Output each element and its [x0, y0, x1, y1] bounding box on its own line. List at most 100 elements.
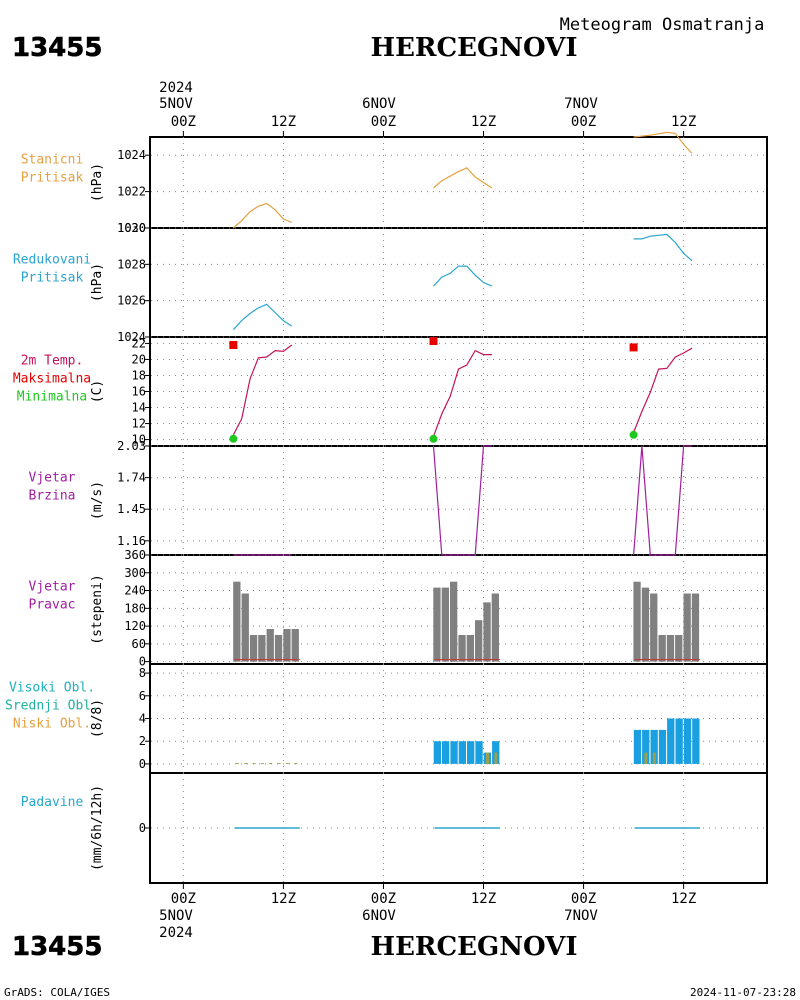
panel-unit: (hPa): [90, 263, 105, 302]
cloud-bar: [277, 763, 281, 764]
bottom-date-2: 6NOV: [362, 908, 396, 924]
bottom-tick-label: 00Z: [171, 891, 196, 907]
top-tick-label: 00Z: [371, 114, 396, 130]
cloud-bar: [244, 763, 248, 764]
y-tick-label: 1030: [117, 221, 146, 235]
top-time-ticks: 00Z 12Z 00Z 12Z 00Z 12Z: [171, 114, 696, 137]
wind-dir-bar: [458, 635, 466, 662]
footer-timestamp: 2024-11-07-23:28: [690, 986, 796, 999]
min-temp-marker: [429, 434, 438, 443]
cloud-bar: [650, 729, 658, 764]
series-line: [433, 265, 493, 287]
panel-label: Srednji Obl.: [5, 699, 99, 714]
wind-dir-bar: [274, 635, 283, 662]
panel-label: Padavine: [21, 795, 84, 810]
panel-label: Brzina: [29, 489, 76, 504]
y-tick-label: 1026: [117, 294, 146, 308]
y-tick-label: 2: [139, 734, 146, 748]
y-tick-label: 2.03: [117, 439, 146, 453]
panel-unit: (mm/6h/12h): [90, 785, 105, 871]
cloud-bar: [467, 741, 475, 764]
y-tick-label: 1024: [117, 148, 146, 162]
wind-dir-bar: [291, 629, 299, 662]
cloud-bar: [652, 752, 656, 764]
y-tick-label: 120: [124, 619, 146, 633]
y-tick-label: 10: [132, 433, 146, 447]
bottom-tick-label: 12Z: [471, 891, 496, 907]
y-tick-label: 16: [132, 385, 146, 399]
wind-dir-bar: [283, 629, 291, 662]
panel-reduced_pressure: 1024 1026 1028 1030 (hPa)Redukovani Pritisak: [13, 221, 767, 344]
y-tick-label: 4: [139, 712, 146, 726]
wind-dir-bar: [650, 593, 658, 662]
top-tick-label: 00Z: [171, 114, 196, 130]
cloud-bar: [692, 718, 700, 764]
wind-dir-bar: [441, 587, 449, 662]
cloud-bar: [450, 741, 458, 764]
top-tick-label: 00Z: [571, 114, 596, 130]
cloud-bar: [269, 763, 273, 764]
bottom-tick-label: 12Z: [671, 891, 696, 907]
wind-dir-bar: [258, 635, 266, 662]
wind-dir-bar: [675, 635, 683, 662]
top-date-3: 7NOV: [564, 96, 598, 112]
y-tick-label: 1028: [117, 257, 146, 271]
y-tick-label: 300: [124, 566, 146, 580]
panel-unit: (C): [90, 380, 105, 403]
y-tick-label: 1020: [117, 221, 146, 235]
cloud-bar: [433, 741, 441, 764]
wind-dir-bar: [241, 593, 249, 662]
panel-label: Niski Obl.: [13, 717, 91, 732]
wind-dir-bar: [233, 581, 241, 662]
bottom-tick-label: 00Z: [571, 891, 596, 907]
y-tick-label: 60: [132, 637, 146, 651]
y-tick-label: 1.45: [117, 502, 146, 516]
bottom-year: 2024: [159, 925, 193, 941]
panel-label: Visoki Obl.: [9, 681, 95, 696]
top-date-1: 5NOV: [159, 96, 193, 112]
y-tick-label: 18: [132, 368, 146, 382]
y-tick-label: 8: [139, 666, 146, 680]
panel-wind_direction: 0 60 120 180 240 300 360 (stepeni) Vjetar Pravac: [29, 548, 767, 669]
y-tick-label: 1022: [117, 185, 146, 199]
panel-label: 2m Temp.: [21, 354, 84, 369]
wind-dir-bar: [491, 593, 499, 662]
panel-unit: (hPa): [90, 163, 105, 202]
series-line: [633, 347, 693, 433]
series-line: [232, 303, 293, 331]
panels: 102010221024(hPa)StanicniPritisak1024102…: [5, 131, 767, 884]
cloud-bar: [235, 763, 239, 764]
bottom-tick-label: 12Z: [271, 891, 296, 907]
cloud-bar: [642, 729, 650, 764]
station-name-top: HERCEGNOVI: [371, 33, 578, 63]
panel-label: Pritisak: [21, 171, 84, 186]
panel-unit: (8/8): [90, 699, 105, 738]
top-tick-label: 12Z: [471, 114, 496, 130]
wind-dir-bar: [450, 581, 458, 662]
top-date-2: 6NOV: [362, 96, 396, 112]
wind-dir-bar: [658, 635, 666, 662]
y-tick-label: 1024: [117, 330, 146, 344]
wind-dir-bar: [483, 602, 491, 662]
panel-label: Pravac: [29, 598, 76, 613]
y-tick-label: 180: [124, 601, 146, 615]
series-line: [233, 202, 292, 229]
wind-dir-bar: [466, 635, 474, 662]
bottom-time-ticks: 00Z 12Z 00Z 12Z 00Z 12Z: [171, 883, 696, 907]
y-tick-label: 240: [124, 584, 146, 598]
cloud-bar: [260, 763, 264, 764]
panel-wind_speed: 1.16 1.45 1.74 2.03 (m/s) Vjetar Brzina: [29, 439, 767, 556]
y-tick-label: 6: [139, 689, 146, 703]
wind-dir-bar: [691, 593, 700, 662]
wind-dir-bar: [666, 635, 675, 662]
top-tick-label: 12Z: [671, 114, 696, 130]
panel-clouds: 0 2 4 6 8 (8/8) Visoki Obl. Srednji Obl. Niski O…: [5, 664, 767, 774]
bottom-date-3: 7NOV: [564, 908, 598, 924]
cloud-bar: [675, 718, 683, 764]
cloud-bar: [683, 718, 692, 764]
panel-label: Pritisak: [21, 271, 84, 286]
wind-dir-bar: [633, 581, 641, 662]
min-temp-marker: [629, 430, 638, 439]
wind-dir-bar: [266, 629, 274, 662]
